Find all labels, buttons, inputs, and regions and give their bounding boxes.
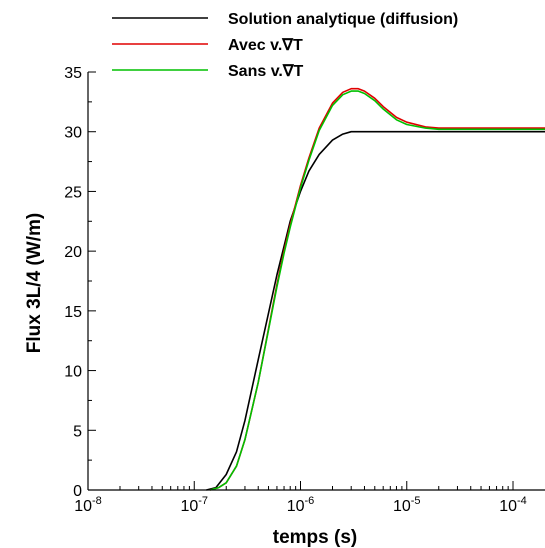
x-axis-title: temps (s) (273, 527, 357, 548)
x-tick-label: 10-7 (180, 495, 208, 515)
series-line-3 (209, 90, 545, 491)
y-tick-label: 10 (64, 364, 82, 381)
x-tick-label: 10-5 (393, 495, 421, 515)
y-tick-label: 25 (64, 184, 82, 201)
y-tick-label: 5 (73, 423, 82, 440)
series-line-2 (209, 87, 545, 491)
series-line-1 (206, 130, 545, 491)
axes-layer: 0 5 10 15 20 25 30 35 10-8 10-7 10-6 10-5 10-4 (64, 65, 545, 515)
x-tick-label: 10-4 (499, 495, 527, 515)
y-tick-label: 30 (64, 125, 82, 142)
plot-area: 0 5 10 15 20 25 30 35 10-8 10-7 10-6 10-5 10-4 (64, 65, 545, 515)
x-tick-label: 10-6 (287, 495, 315, 515)
legend: Solution analytique (diffusion) Avec v.∇T… (112, 11, 458, 80)
series-layer (206, 87, 545, 491)
y-tick-label: 0 (73, 483, 82, 500)
y-axis-title: Flux 3L/4 (W/m) (24, 213, 45, 353)
legend-label-2: Avec v.∇T (228, 37, 303, 54)
legend-label-1: Solution analytique (diffusion) (228, 11, 458, 28)
y-tick-label: 35 (64, 65, 82, 82)
y-tick-label: 15 (64, 304, 82, 321)
legend-label-3: Sans v.∇T (228, 63, 304, 80)
x-tick-label: 10-8 (74, 495, 102, 515)
y-tick-label: 20 (64, 244, 82, 261)
